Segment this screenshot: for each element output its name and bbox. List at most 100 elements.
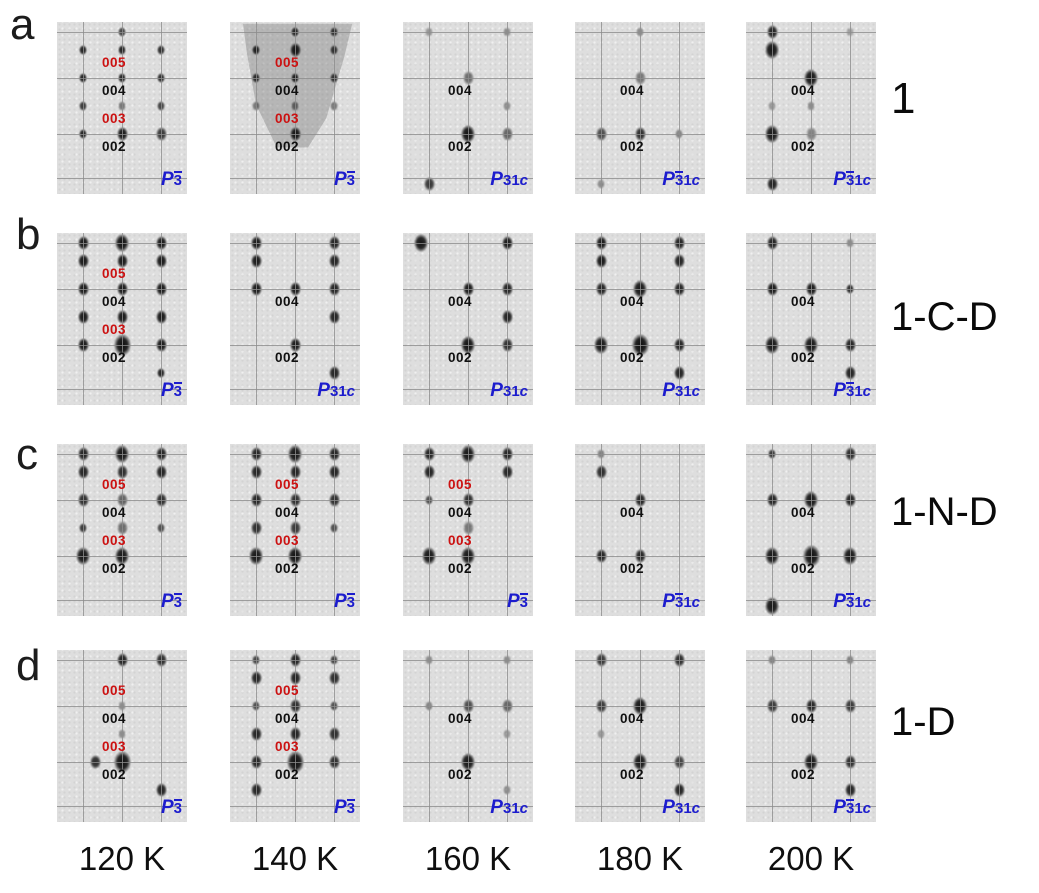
- reflection-label-004: 004: [447, 83, 473, 98]
- panel-b-180K: 004 002 P31c: [575, 233, 705, 405]
- reflection-label-002: 002: [619, 350, 645, 365]
- grid-line: [295, 22, 296, 194]
- grid-line: [811, 233, 812, 405]
- grid-line: [640, 650, 641, 822]
- space-group-1: 1: [511, 172, 520, 189]
- grid-line: [122, 444, 123, 616]
- reflection-label-004: 004: [101, 711, 127, 726]
- reflection-label-002: 002: [619, 561, 645, 576]
- reflection-label-003: 003: [447, 533, 473, 548]
- grid-line: [601, 444, 602, 616]
- sample-label-1: 1: [891, 74, 916, 123]
- reflection-label-004: 004: [101, 83, 127, 98]
- reflection-label-002: 002: [447, 139, 473, 154]
- space-group-1: 1: [338, 383, 347, 400]
- reflection-label-004: 004: [101, 505, 127, 520]
- panel-a-140K: 005 004 003 002 P3: [230, 22, 360, 194]
- grid-line: [850, 650, 851, 822]
- reflection-label-004: 004: [790, 294, 816, 309]
- grid-line: [468, 444, 469, 616]
- space-group-1: 1: [683, 800, 692, 817]
- temperature-label-120K: 120 K: [78, 840, 166, 877]
- reflection-label-002: 002: [790, 767, 816, 782]
- reflection-label-004: 004: [447, 505, 473, 520]
- grid-line: [507, 444, 508, 616]
- space-group-P: P: [662, 169, 675, 190]
- reflection-label-005: 005: [101, 266, 127, 281]
- grid-line: [772, 650, 773, 822]
- grid-line: [429, 444, 430, 616]
- space-group-label: P3: [161, 169, 182, 191]
- reflection-label-004: 004: [619, 711, 645, 726]
- grid-line: [811, 22, 812, 194]
- space-group-label: P31c: [317, 380, 355, 402]
- grid-line: [850, 444, 851, 616]
- reflection-label-002: 002: [274, 767, 300, 782]
- grid-line: [772, 444, 773, 616]
- grid-line: [122, 650, 123, 822]
- temperature-label-200K: 200 K: [767, 840, 855, 877]
- space-group-3-bar: 3: [674, 171, 684, 189]
- reflection-label-002: 002: [274, 350, 300, 365]
- grid-line: [161, 233, 162, 405]
- space-group-label: P3: [161, 380, 182, 402]
- grid-line: [161, 22, 162, 194]
- reflection-label-002: 002: [101, 139, 127, 154]
- space-group-3-bar: 3: [845, 593, 855, 611]
- grid-line: [256, 233, 257, 405]
- space-group-3-bar: 3: [173, 382, 182, 400]
- space-group-1: 1: [683, 594, 692, 611]
- space-group-1: 1: [683, 383, 692, 400]
- grid-line: [295, 650, 296, 822]
- panel-c-120K: 005 004 003 002 P3: [57, 444, 187, 616]
- space-group-c: c: [519, 172, 528, 189]
- space-group-label: P3: [334, 797, 355, 819]
- space-group-label: P3: [334, 169, 355, 191]
- space-group-c: c: [691, 800, 700, 817]
- reflection-label-005: 005: [101, 477, 127, 492]
- reflection-label-002: 002: [790, 561, 816, 576]
- space-group-label: P31c: [490, 169, 528, 191]
- panel-d-200K: 004 002 P31c: [746, 650, 876, 822]
- sample-label-1-C-D: 1-C-D: [891, 295, 998, 339]
- space-group-label: P3: [161, 591, 182, 613]
- grid-line: [679, 650, 680, 822]
- space-group-P: P: [833, 169, 846, 190]
- reflection-label-002: 002: [447, 350, 473, 365]
- grid-line: [850, 22, 851, 194]
- space-group-3: 3: [674, 383, 684, 400]
- space-group-P: P: [662, 797, 675, 818]
- reflection-label-002: 002: [790, 139, 816, 154]
- grid-line: [772, 22, 773, 194]
- panel-d-120K: 005 004 003 002 P3: [57, 650, 187, 822]
- grid-line: [507, 233, 508, 405]
- grid-line: [83, 650, 84, 822]
- reflection-label-002: 002: [274, 561, 300, 576]
- reflection-label-004: 004: [619, 505, 645, 520]
- reflection-label-004: 004: [790, 83, 816, 98]
- space-group-3-bar: 3: [845, 799, 855, 817]
- space-group-1: 1: [854, 383, 863, 400]
- grid-line: [334, 650, 335, 822]
- space-group-label: P31c: [833, 591, 871, 613]
- space-group-1: 1: [511, 383, 520, 400]
- panel-letter-b: b: [16, 210, 41, 259]
- grid-line: [122, 22, 123, 194]
- grid-line: [161, 444, 162, 616]
- sample-label-1-D: 1-D: [891, 700, 956, 744]
- space-group-3: 3: [502, 172, 512, 189]
- grid-line: [334, 22, 335, 194]
- grid-line: [429, 22, 430, 194]
- grid-line: [772, 233, 773, 405]
- space-group-c: c: [862, 383, 871, 400]
- space-group-c: c: [862, 594, 871, 611]
- temperature-label-140K: 140 K: [251, 840, 339, 877]
- grid-line: [256, 650, 257, 822]
- grid-line: [640, 233, 641, 405]
- reflection-label-002: 002: [619, 767, 645, 782]
- space-group-label: P31c: [490, 380, 528, 402]
- reflection-label-004: 004: [619, 83, 645, 98]
- space-group-P: P: [333, 169, 347, 190]
- reflection-label-004: 004: [447, 711, 473, 726]
- space-group-label: P31c: [833, 169, 871, 191]
